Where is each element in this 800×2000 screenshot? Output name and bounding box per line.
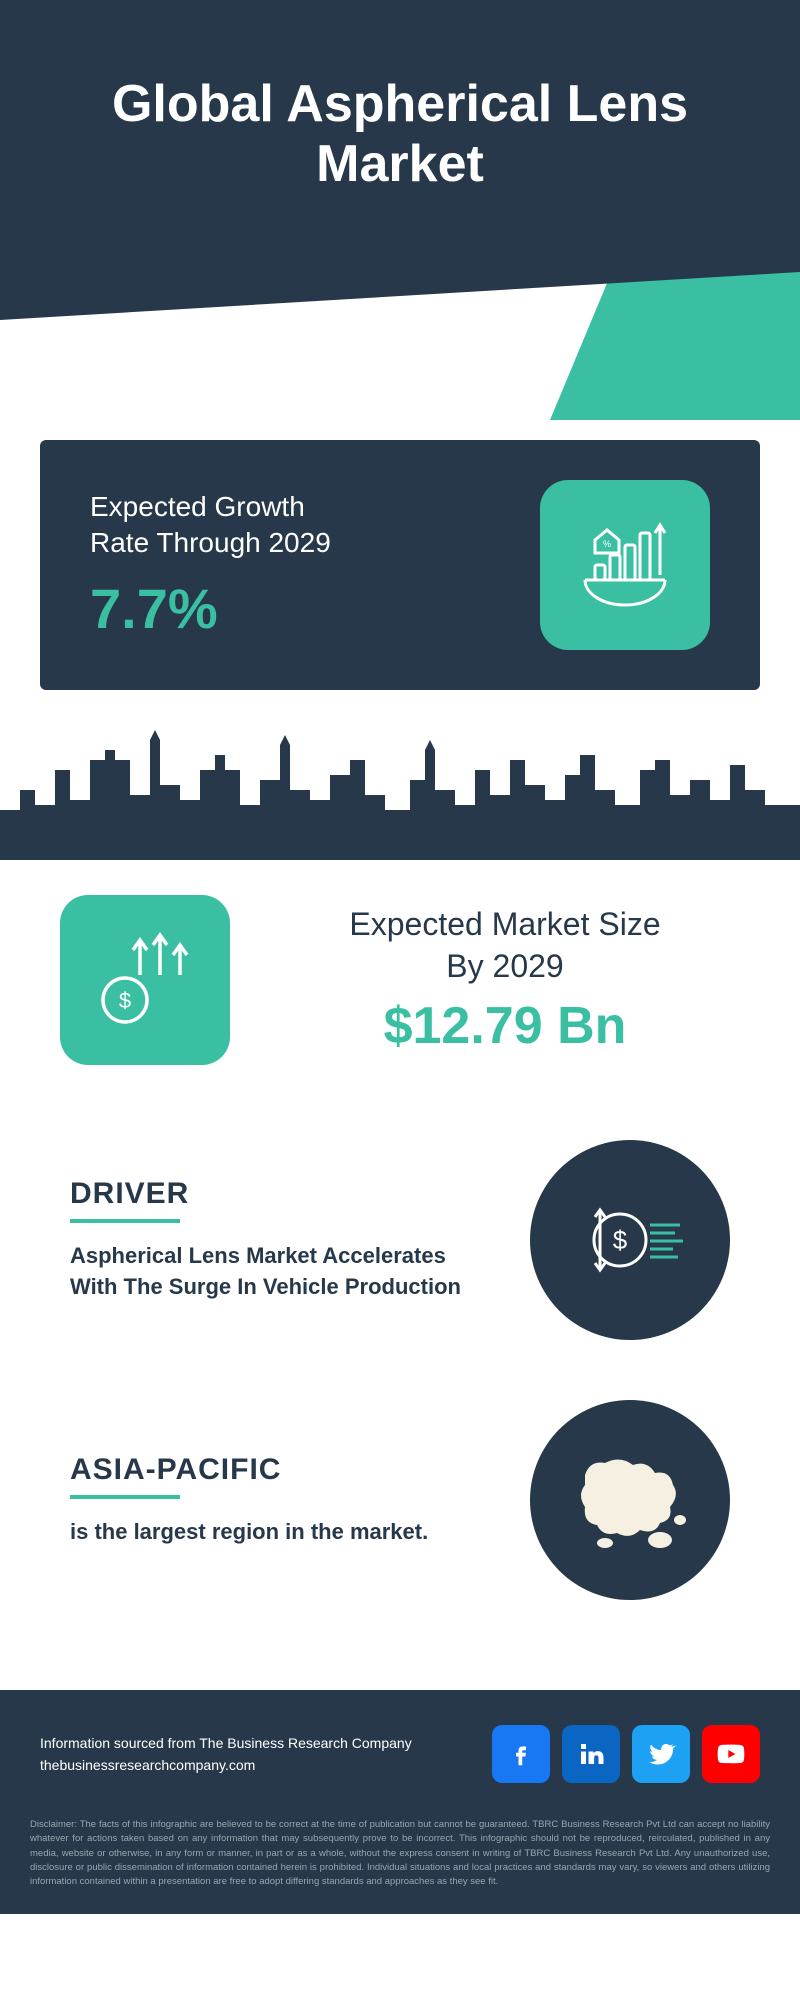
footer: Information sourced from The Business Re… <box>0 1690 800 1808</box>
driver-body: Aspherical Lens Market Accelerates With … <box>70 1241 490 1303</box>
market-size-row: $ Expected Market Size By 2029 $12.79 Bn <box>0 865 800 1065</box>
growth-rate-card: Expected Growth Rate Through 2029 7.7% % <box>40 440 760 690</box>
footer-line-1: Information sourced from The Business Re… <box>40 1732 412 1754</box>
footer-source: Information sourced from The Business Re… <box>40 1732 412 1777</box>
footer-line-2: thebusinessresearchcompany.com <box>40 1754 412 1776</box>
youtube-icon <box>715 1738 747 1770</box>
linkedin-icon <box>576 1739 606 1769</box>
growth-rate-value: 7.7% <box>90 576 331 641</box>
linkedin-link[interactable] <box>562 1725 620 1783</box>
driver-section: DRIVER Aspherical Lens Market Accelerate… <box>0 1110 800 1370</box>
disclaimer-text: Disclaimer: The facts of this infographi… <box>0 1808 800 1914</box>
driver-heading: DRIVER <box>70 1177 490 1211</box>
globe-map-icon <box>530 1400 730 1600</box>
heading-underline <box>70 1495 180 1499</box>
region-body: is the largest region in the market. <box>70 1517 490 1548</box>
heading-underline <box>70 1219 180 1223</box>
driver-text: DRIVER Aspherical Lens Market Accelerate… <box>70 1177 490 1303</box>
title-line-1: Global Aspherical Lens <box>112 75 688 133</box>
facebook-icon <box>506 1739 536 1769</box>
title-line-2: Market <box>316 135 484 193</box>
facebook-link[interactable] <box>492 1725 550 1783</box>
region-text: ASIA-PACIFIC is the largest region in th… <box>70 1453 490 1548</box>
growth-rate-text: Expected Growth Rate Through 2029 7.7% <box>90 489 331 642</box>
youtube-link[interactable] <box>702 1725 760 1783</box>
growth-chart-icon: % <box>540 480 710 650</box>
market-size-label: Expected Market Size By 2029 <box>270 904 740 987</box>
svg-text:%: % <box>603 539 611 549</box>
svg-text:$: $ <box>613 1225 628 1255</box>
market-size-value: $12.79 Bn <box>270 996 740 1056</box>
money-growth-icon: $ <box>60 895 230 1065</box>
skyline-silhouette <box>0 700 800 860</box>
social-links <box>492 1725 760 1783</box>
region-heading: ASIA-PACIFIC <box>70 1453 490 1487</box>
region-section: ASIA-PACIFIC is the largest region in th… <box>0 1370 800 1630</box>
svg-text:$: $ <box>119 988 131 1013</box>
hero-banner: Global Aspherical Lens Market <box>0 0 800 440</box>
page-title: Global Aspherical Lens Market <box>0 0 800 195</box>
market-size-text: Expected Market Size By 2029 $12.79 Bn <box>270 904 740 1055</box>
twitter-icon <box>646 1739 676 1769</box>
growth-rate-label: Expected Growth Rate Through 2029 <box>90 489 331 562</box>
market-size-section: $ Expected Market Size By 2029 $12.79 Bn <box>0 690 800 1110</box>
currency-flow-icon: $ <box>530 1140 730 1340</box>
twitter-link[interactable] <box>632 1725 690 1783</box>
